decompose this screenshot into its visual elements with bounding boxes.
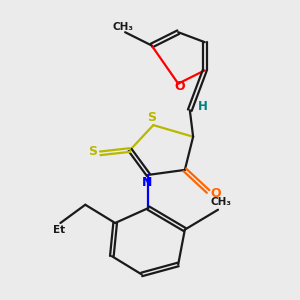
Text: CH₃: CH₃: [113, 22, 134, 32]
Text: N: N: [142, 176, 152, 189]
Text: CH₃: CH₃: [210, 197, 231, 207]
Text: S: S: [88, 145, 98, 158]
Text: S: S: [147, 111, 156, 124]
Text: Et: Et: [53, 225, 65, 235]
Text: O: O: [175, 80, 185, 93]
Text: O: O: [210, 187, 221, 200]
Text: H: H: [197, 100, 207, 113]
